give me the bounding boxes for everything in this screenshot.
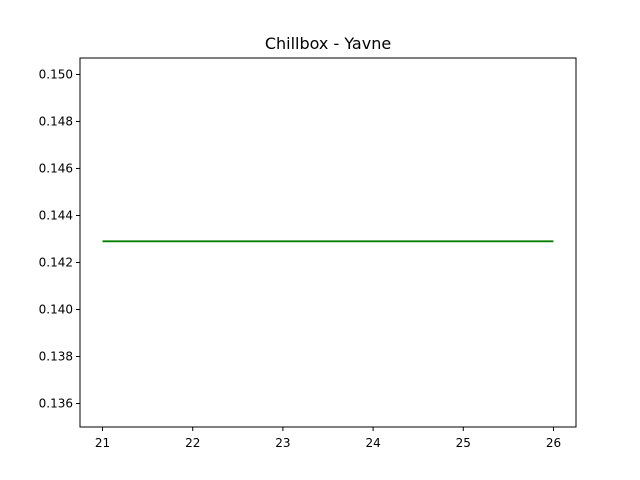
plot-area xyxy=(80,58,576,427)
x-tick-label: 24 xyxy=(365,436,380,450)
x-tick-label: 22 xyxy=(185,436,200,450)
plot-frame xyxy=(79,57,577,428)
y-tick-label: 0.148 xyxy=(39,114,73,128)
y-tick-label: 0.136 xyxy=(39,396,73,410)
x-tick-label: 23 xyxy=(275,436,290,450)
x-tick-label: 26 xyxy=(546,436,561,450)
x-axis: 21 22 23 24 25 26 xyxy=(95,427,561,450)
y-tick-label: 0.146 xyxy=(39,161,73,175)
y-tick-label: 0.150 xyxy=(39,67,73,81)
y-tick-label: 0.142 xyxy=(39,255,73,269)
y-tick-label: 0.138 xyxy=(39,349,73,363)
chart-title: Chillbox - Yavne xyxy=(265,34,391,53)
y-axis: 0.136 0.138 0.140 0.142 0.144 0.146 0.148 0.150 xyxy=(39,67,80,410)
y-tick-label: 0.140 xyxy=(39,302,73,316)
y-tick-label: 0.144 xyxy=(39,208,73,222)
x-tick-label: 21 xyxy=(95,436,110,450)
x-tick-label: 25 xyxy=(456,436,471,450)
